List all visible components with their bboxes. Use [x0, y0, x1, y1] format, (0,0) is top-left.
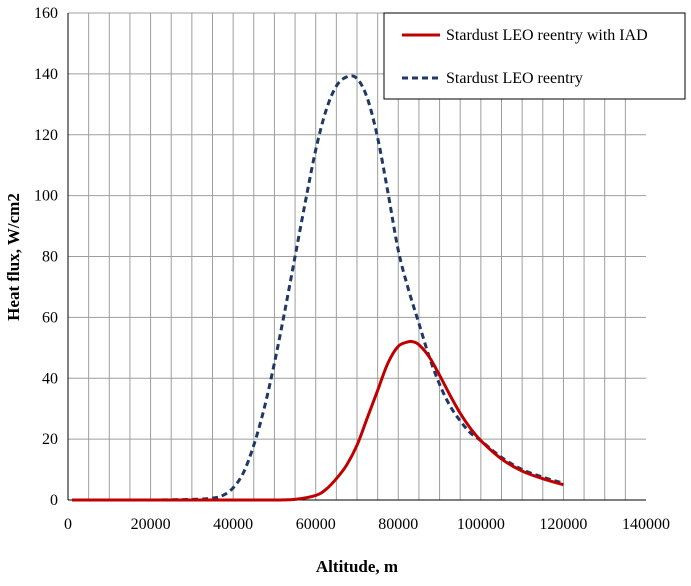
series-line-leo-reentry [72, 74, 564, 502]
x-tick-label: 120000 [539, 516, 587, 533]
series-line-with-iad [72, 339, 564, 502]
x-tick-label: 80000 [378, 516, 418, 533]
y-tick-label: 80 [42, 249, 58, 266]
y-tick-label: 100 [34, 188, 58, 205]
legend: Stardust LEO reentry with IAD Stardust L… [383, 12, 686, 100]
y-tick-label: 140 [34, 66, 58, 83]
legend-box [383, 12, 686, 100]
tick-labels: 0 20000 40000 60000 80000 100000 120000 140000 0… [34, 5, 670, 533]
x-tick-label: 140000 [622, 516, 670, 533]
y-tick-label: 160 [34, 5, 58, 22]
series-layer [72, 74, 564, 502]
legend-label-iad: Stardust LEO reentry with IAD [446, 27, 648, 44]
x-tick-label: 0 [64, 516, 72, 533]
x-axis-title: Altitude, m [316, 557, 398, 576]
x-tick-label: 40000 [213, 516, 253, 533]
y-tick-label: 0 [50, 492, 58, 509]
y-tick-label: 40 [42, 370, 58, 387]
y-tick-label: 60 [42, 309, 58, 326]
y-tick-label: 120 [34, 127, 58, 144]
x-tick-label: 20000 [131, 516, 171, 533]
y-axis-title: Heat flux, W/cm2 [4, 193, 23, 321]
x-tick-label: 60000 [296, 516, 336, 533]
legend-label-leo: Stardust LEO reentry [446, 70, 583, 87]
x-tick-label: 100000 [457, 516, 505, 533]
y-tick-label: 20 [42, 431, 58, 448]
